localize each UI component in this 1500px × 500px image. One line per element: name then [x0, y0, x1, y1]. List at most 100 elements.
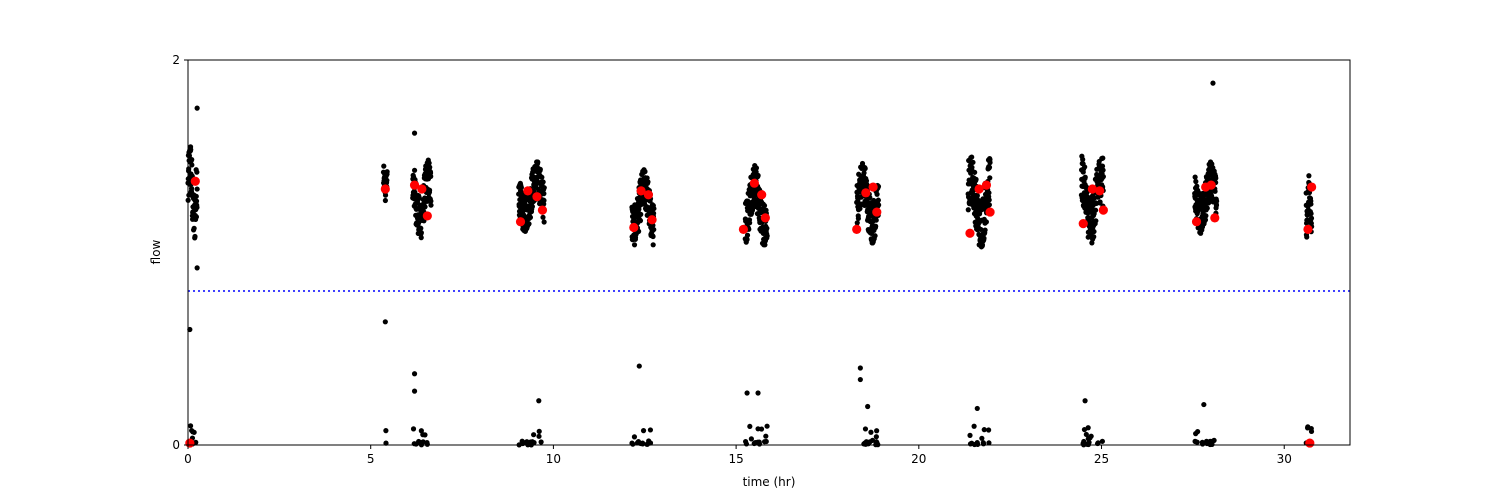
data-point	[1304, 234, 1310, 240]
data-point	[526, 221, 532, 227]
outlier-point	[411, 130, 418, 136]
data-point	[987, 175, 993, 181]
data-point	[381, 163, 387, 169]
data-point	[384, 177, 390, 183]
outlier-point	[974, 405, 980, 412]
data-point	[1203, 213, 1209, 219]
data-point	[651, 205, 657, 212]
data-point	[640, 428, 647, 434]
highlight-point	[1307, 182, 1317, 192]
data-point	[969, 164, 975, 170]
data-point	[189, 162, 195, 168]
highlight-point	[537, 205, 548, 215]
data-point	[541, 185, 547, 191]
data-point	[972, 169, 978, 175]
highlight-point	[532, 192, 542, 202]
data-point	[1100, 174, 1106, 180]
data-point	[1099, 163, 1106, 169]
data-point	[650, 233, 656, 240]
data-point	[188, 147, 194, 153]
outlier-point	[636, 363, 642, 369]
highlight-point	[1095, 186, 1105, 196]
data-point	[650, 242, 656, 248]
data-point	[418, 230, 424, 236]
data-point	[383, 428, 389, 434]
data-point	[743, 441, 750, 447]
data-point	[854, 220, 860, 226]
data-point	[644, 441, 650, 447]
data-point	[426, 187, 433, 193]
outlier-point	[194, 105, 200, 111]
highlight-point	[523, 186, 533, 196]
x-axis: 0 5 10 15 20 25 30	[184, 445, 1292, 466]
data-point	[872, 233, 878, 239]
data-point	[986, 197, 992, 203]
data-point	[967, 441, 974, 447]
data-point	[1308, 215, 1315, 221]
highlight-point	[422, 211, 432, 221]
data-point	[747, 423, 753, 430]
outlier-point	[744, 390, 750, 396]
data-point	[382, 192, 389, 198]
data-point	[755, 426, 761, 432]
data-points	[185, 80, 1315, 448]
outlier-point	[857, 376, 863, 383]
data-point	[188, 185, 195, 192]
data-point	[642, 168, 648, 175]
data-point	[965, 207, 971, 213]
data-point	[764, 233, 770, 239]
y-tick-label: 0	[172, 438, 180, 452]
data-point	[412, 189, 418, 195]
outlier-point	[1082, 398, 1088, 404]
outlier-point	[382, 319, 388, 325]
data-point	[978, 226, 984, 233]
data-point	[651, 226, 657, 233]
data-point	[1202, 217, 1209, 223]
data-point	[744, 236, 750, 243]
data-point	[518, 184, 524, 191]
data-point	[1092, 207, 1099, 213]
highlight-point	[861, 188, 871, 198]
data-point	[1091, 234, 1097, 240]
data-point	[424, 441, 430, 447]
data-point	[1204, 205, 1210, 211]
highlight-point	[1303, 224, 1313, 234]
x-tick-label: 30	[1277, 452, 1292, 466]
data-point	[541, 197, 547, 204]
highlight-point	[647, 215, 657, 225]
data-point	[873, 217, 879, 223]
data-point	[635, 439, 642, 445]
data-point	[537, 166, 543, 172]
x-tick-label: 10	[546, 452, 561, 466]
data-point	[416, 195, 422, 201]
data-point	[191, 429, 197, 435]
data-point	[862, 426, 869, 432]
data-point	[876, 202, 882, 208]
data-point	[862, 165, 868, 172]
data-point	[1085, 441, 1092, 448]
data-point	[536, 428, 542, 434]
data-point	[536, 433, 542, 439]
data-point	[974, 193, 980, 199]
highlight-point	[985, 207, 995, 217]
highlight-point	[872, 207, 882, 217]
data-point	[1214, 198, 1220, 204]
data-point	[983, 219, 989, 225]
data-point	[529, 203, 536, 210]
data-point	[651, 210, 657, 216]
highlight-point	[417, 184, 427, 194]
data-point	[1211, 437, 1217, 443]
data-point	[194, 204, 200, 211]
data-point	[1308, 201, 1314, 207]
highlight-point	[1078, 219, 1088, 229]
data-point	[630, 441, 636, 447]
data-point	[637, 218, 644, 224]
data-point	[382, 197, 388, 204]
outlier-point	[857, 365, 863, 371]
data-point	[1100, 155, 1106, 161]
highlight-point	[629, 222, 639, 233]
data-point	[418, 225, 424, 231]
highlight-point	[1087, 184, 1097, 194]
data-point	[1082, 164, 1088, 170]
